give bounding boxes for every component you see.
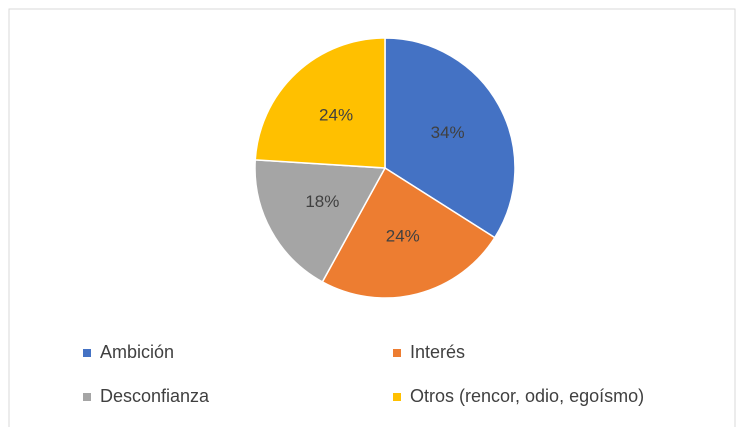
pie-slice [254, 37, 386, 169]
chart-frame [8, 8, 736, 427]
legend-label: Desconfianza [100, 386, 210, 406]
legend-marker [83, 393, 91, 401]
legend-label: Ambición [100, 342, 174, 362]
data-label: 24% [386, 227, 420, 246]
pie-slice [321, 166, 496, 299]
data-label: 18% [305, 192, 339, 211]
legend-marker [83, 349, 91, 357]
legend-marker [393, 393, 401, 401]
legend-label: Interés [410, 342, 465, 362]
data-label: 24% [319, 105, 353, 124]
data-label: 34% [431, 123, 465, 142]
pie-slice [254, 159, 387, 283]
legend-label: Otros (rencor, odio, egoísmo) [410, 386, 644, 406]
legend-marker [393, 349, 401, 357]
